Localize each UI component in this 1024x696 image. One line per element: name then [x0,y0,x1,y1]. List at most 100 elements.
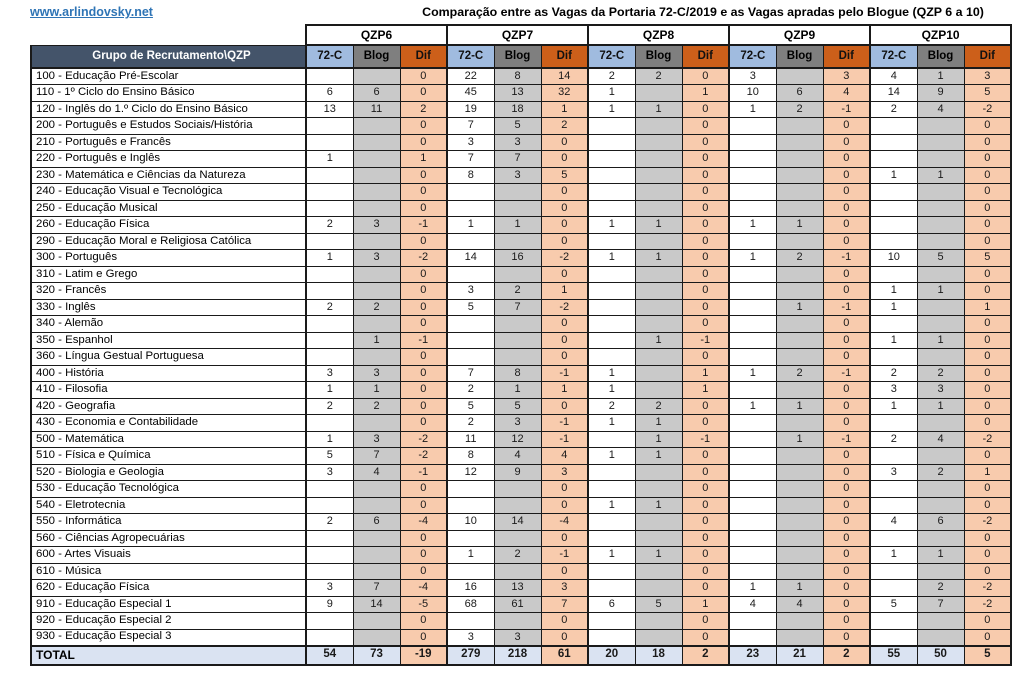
cell-blog [916,183,965,201]
cell-dif: 0 [822,414,871,432]
cell-blog: 1 [775,298,824,316]
cell-blog: 1 [634,216,683,234]
cell-dif: -1 [540,430,589,448]
cell-dif: 0 [540,480,589,498]
cell-dif: -1 [822,249,871,267]
cell-blog [916,315,965,333]
cell-blog [352,315,401,333]
cell-blog [775,232,824,250]
cell-blog [634,298,683,316]
cell-blog [352,166,401,184]
cell-dif: -1 [822,364,871,382]
row-label: 930 - Educação Especial 3 [30,628,307,646]
cell-dif: 0 [681,199,730,217]
cell-blog: 1 [916,546,965,564]
cell-72c [869,529,918,547]
cell-blog [634,232,683,250]
cell-dif: 0 [963,216,1013,234]
cell-blog [916,529,965,547]
site-link[interactable]: www.arlindovsky.net [30,5,153,19]
cell-blog [775,546,824,564]
cell-blog [493,348,542,366]
cell-dif: 0 [822,480,871,498]
cell-72c [587,579,636,597]
cell-dif: -1 [822,298,871,316]
cell-72c: 1 [869,298,918,316]
cell-72c [869,628,918,646]
cell-72c: 1 [587,414,636,432]
cell-72c [728,298,777,316]
cell-blog: 3 [352,430,401,448]
cell-dif: 0 [681,447,730,465]
cell-dif: 0 [681,216,730,234]
row-label: 920 - Educação Especial 2 [30,612,307,630]
table-row: 240 - Educação Visual e Tecnológica 0 0 0 0 0 [30,183,1013,201]
cell-blog: 1 [493,216,542,234]
cell-72c [869,183,918,201]
col-header-dif: Dif [681,44,730,69]
cell-72c [728,381,777,399]
cell-dif: 0 [681,496,730,514]
cell-72c: 2 [869,100,918,118]
row-label: 620 - Educação Física [30,579,307,597]
cell-72c [869,447,918,465]
cell-72c: 5 [446,397,495,415]
cell-blog [634,513,683,531]
cell-72c [869,348,918,366]
cell-dif: 0 [399,546,448,564]
cell-dif: 0 [963,331,1013,349]
cell-dif: -1 [681,430,730,448]
cell-blog: 1 [493,381,542,399]
cell-dif: 0 [399,199,448,217]
corner-header: Grupo de Recrutamento\QZP [30,44,307,69]
cell-blog [775,480,824,498]
cell-blog [352,199,401,217]
cell-dif: 0 [540,628,589,646]
column-header-row: Grupo de Recrutamento\QZP 72-C Blog Dif 72-… [30,44,1013,69]
cell-dif: 0 [399,133,448,151]
cell-72c [305,628,354,646]
cell-dif: 0 [681,480,730,498]
cell-blog [634,183,683,201]
cell-dif: -2 [399,430,448,448]
cell-dif: 0 [822,282,871,300]
cell-dif: 0 [681,463,730,481]
cell-dif: 0 [963,397,1013,415]
cell-72c: 19 [446,100,495,118]
cell-dif: 0 [540,562,589,580]
cell-72c: 3 [869,463,918,481]
cell-72c: 1 [587,447,636,465]
cell-blog: 2 [775,364,824,382]
cell-dif: 0 [399,628,448,646]
cell-dif: -2 [399,249,448,267]
cell-72c: 1 [869,546,918,564]
table-row: 300 - Português 1 3 -2 14 16 -2 1 1 0 1 2 -1 10 5 5 [30,249,1013,267]
cell-blog [352,183,401,201]
row-label: 250 - Educação Musical [30,199,307,217]
cell-blog [352,265,401,283]
cell-dif: 0 [399,364,448,382]
total-cell-dif: 5 [963,644,1013,666]
cell-blog: 2 [775,249,824,267]
cell-blog: 13 [493,84,542,102]
table-row: 260 - Educação Física 2 3 -1 1 1 0 1 1 0 1 1 0 0 [30,216,1013,234]
cell-72c: 1 [728,579,777,597]
cell-dif: 0 [681,249,730,267]
cell-72c: 6 [587,595,636,613]
cell-blog [493,199,542,217]
cell-72c [728,117,777,135]
cell-72c [446,183,495,201]
cell-dif: 0 [681,67,730,85]
cell-dif: 1 [540,282,589,300]
table-body: 100 - Educação Pré-Escolar 0 22 8 14 2 2 0 3 3 4 1 3… [30,67,1013,666]
cell-dif: 0 [822,546,871,564]
row-label: 530 - Educação Tecnológica [30,480,307,498]
cell-72c: 3 [728,67,777,85]
cell-blog: 1 [916,397,965,415]
row-label: 310 - Latim e Grego [30,265,307,283]
cell-dif: 0 [399,397,448,415]
table-row: 510 - Física e Química 5 7 -2 8 4 4 1 1 0 0 0 [30,447,1013,465]
cell-dif: 0 [399,67,448,85]
cell-dif: -1 [540,364,589,382]
cell-blog [775,447,824,465]
